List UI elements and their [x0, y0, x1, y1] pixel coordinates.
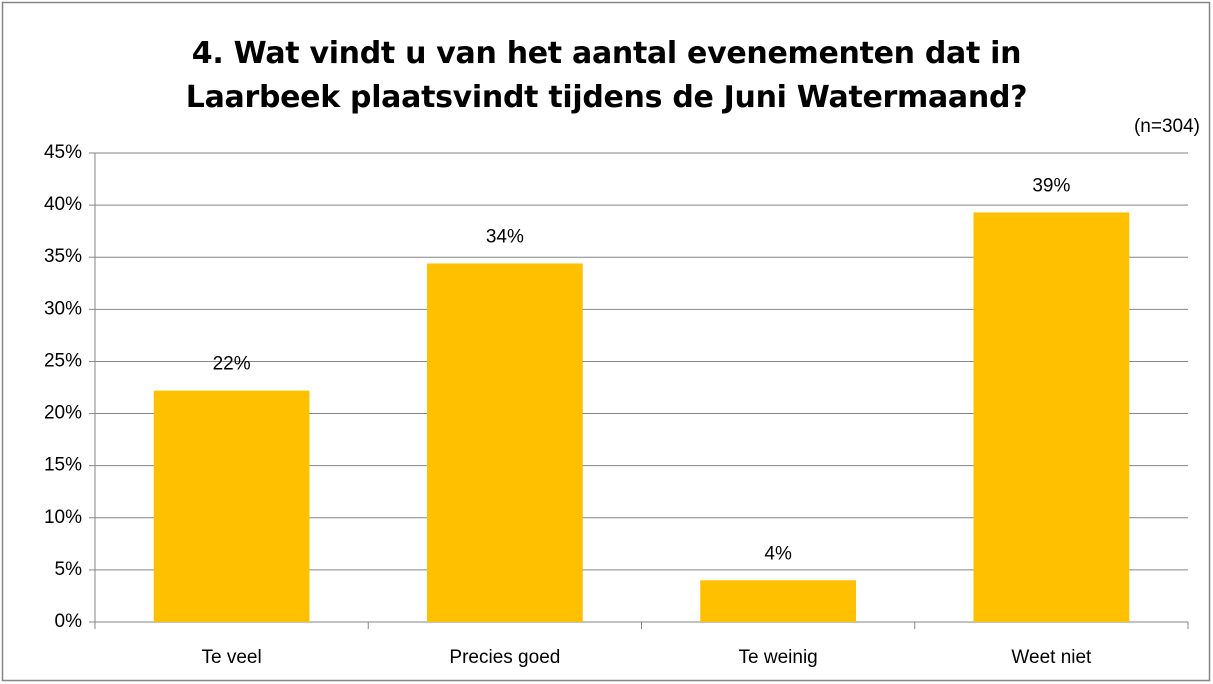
y-tick-label: 0%	[55, 611, 83, 632]
x-tick-label: Precies goed	[449, 647, 560, 668]
data-label: 34%	[486, 226, 524, 247]
annotation: (n=304)	[1134, 116, 1200, 137]
y-tick-label: 10%	[44, 507, 82, 528]
data-label: 4%	[764, 543, 792, 564]
y-tick-label: 15%	[44, 455, 82, 476]
y-tick-label: 30%	[44, 298, 82, 319]
data-label: 39%	[1032, 175, 1070, 196]
x-tick-label: Te veel	[202, 647, 262, 668]
y-tick-label: 35%	[44, 246, 82, 267]
y-tick-label: 25%	[44, 350, 82, 371]
bar	[426, 263, 583, 622]
x-tick-label: Weet niet	[1011, 647, 1092, 668]
y-tick-label: 45%	[44, 142, 82, 163]
bar	[153, 390, 310, 622]
x-tick-label: Te weinig	[739, 647, 818, 668]
y-tick-label: 40%	[44, 194, 82, 215]
y-tick-label: 5%	[55, 559, 83, 580]
bar	[700, 580, 857, 622]
data-label: 22%	[213, 354, 251, 375]
bar	[973, 212, 1130, 622]
y-tick-label: 20%	[44, 403, 82, 424]
chart-title: 4. Wat vindt u van het aantal evenemente…	[185, 36, 1028, 115]
